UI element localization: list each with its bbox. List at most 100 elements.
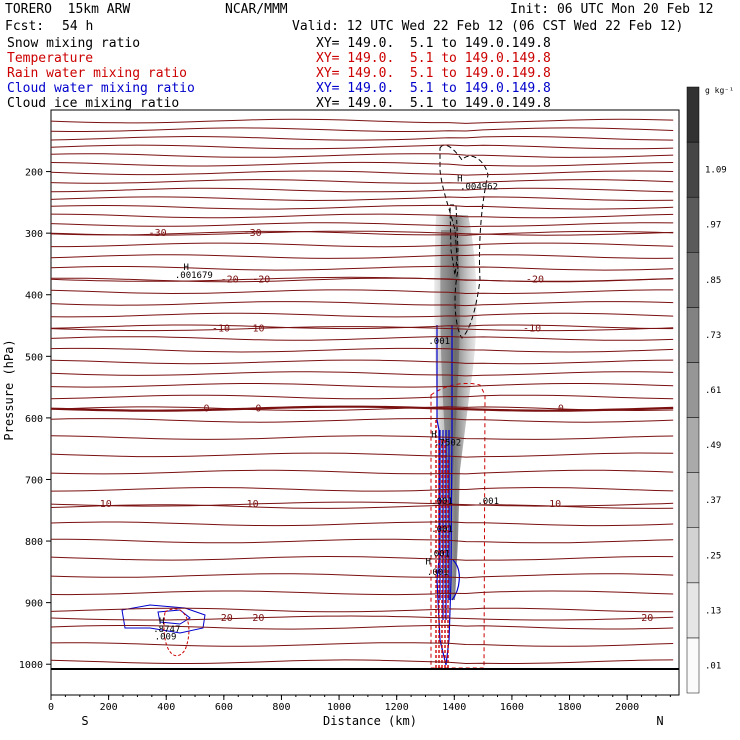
temperature-label: 10 (100, 499, 112, 510)
colorbar-swatch (686, 307, 700, 363)
colorbar-unit: g kg⁻¹ (705, 86, 734, 95)
temperature-contours: -30 -30 -20 -20 -20 -10 -10 -10 0 0 0 10 10 10 20 20 20 (50, 118, 674, 665)
y-tick-label: 500 (25, 352, 43, 363)
x-tick-label: 1200 (385, 702, 409, 713)
annotations: H.001679H.004962.001H.7502.001.001.001.0… (153, 174, 499, 642)
axes: 0 200 400 600 800 1000 1200 1400 1600 1800 2000200… (19, 168, 671, 713)
isotherm-line (50, 312, 674, 318)
isotherm-line (50, 607, 674, 613)
colorbar-swatch (686, 196, 700, 253)
temperature-label: 0 (255, 404, 261, 415)
contour-annotation: .001 (428, 337, 450, 347)
colorbar-swatch (686, 582, 700, 639)
legend-cloud-water-xy: XY= 149.0. 5.1 to 149.0.149.8 (316, 81, 551, 96)
colorbar-label: .13 (705, 606, 721, 616)
isotherm-line (50, 161, 674, 167)
legend-snow: Snow mixing ratio (7, 36, 141, 51)
x-tick-label: 1600 (500, 702, 524, 713)
isotherm-line (50, 301, 674, 307)
x-tick-label: 600 (215, 702, 233, 713)
temperature-label: -20 (252, 274, 270, 285)
isotherm-line (50, 153, 674, 158)
isotherm-line (50, 170, 674, 176)
colorbar-swatch (686, 252, 700, 308)
contour-annotation: H (159, 617, 164, 627)
colorbar-swatch (686, 362, 700, 418)
contour-annotation: H (457, 174, 462, 184)
colorbar-label: .73 (705, 331, 721, 341)
south-label: S (81, 714, 88, 728)
isotherm-line (50, 435, 674, 440)
legend-temperature-xy: XY= 149.0. 5.1 to 149.0.149.8 (316, 51, 551, 66)
colorbar-label: .97 (705, 221, 721, 231)
isotherm-line (50, 573, 674, 579)
x-tick-label: 800 (272, 702, 290, 713)
valid-time: Valid: 12 UTC Wed 22 Feb 12 (06 CST Wed … (292, 19, 684, 34)
isotherm-line (50, 335, 674, 341)
contour-annotation: .8747 (153, 625, 180, 635)
cloud-water-column (436, 325, 460, 666)
contour-annotation: .001 (431, 525, 453, 535)
isotherm-line (50, 359, 674, 365)
temperature-label: 20 (641, 613, 653, 624)
colorbar-label: .49 (705, 441, 721, 451)
colorbar-label: .61 (705, 386, 721, 396)
y-tick-label: 900 (25, 599, 43, 610)
isotherm-line (50, 324, 674, 330)
isotherm-line (50, 187, 674, 193)
init-time: Init: 06 UTC Mon 20 Feb 12 (510, 2, 714, 17)
contour-annotation: H (431, 431, 436, 441)
colorbar-swatch (686, 86, 700, 143)
temperature-contour (50, 405, 674, 412)
temperature-label: -10 (523, 324, 541, 335)
colorbar-swatch (686, 637, 700, 694)
y-tick-label: 400 (25, 291, 43, 302)
temperature-label: 10 (247, 499, 259, 510)
forecast-hours: 54 h (62, 19, 94, 34)
legend-snow-xy: XY= 149.0. 5.1 to 149.0.149.8 (316, 36, 551, 51)
contour-annotation: .001 (428, 549, 450, 559)
isotherm-line (50, 222, 674, 228)
isotherm-line (50, 289, 674, 295)
model-title: TORERO 15km ARW (5, 2, 131, 17)
isotherm-line (50, 265, 674, 271)
temperature-label: -10 (247, 324, 265, 335)
temperature-contour (50, 276, 674, 282)
temperature-label: -30 (244, 228, 262, 239)
contour-annotation: H (425, 557, 430, 567)
contour-annotation: .7502 (434, 439, 461, 449)
isotherm-line (50, 118, 674, 124)
isotherm-line (50, 135, 674, 141)
temperature-label: 0 (558, 404, 564, 415)
isotherm-line (50, 144, 674, 150)
x-tick-label: 400 (157, 702, 175, 713)
isotherm-line (50, 659, 674, 665)
plot-frame (50, 109, 680, 696)
x-axis-title: Distance (km) (323, 714, 417, 728)
x-tick-label: 1800 (557, 702, 581, 713)
colorbar-label: .85 (705, 276, 721, 286)
isotherm-line (50, 406, 674, 412)
legend-temperature: Temperature (7, 51, 94, 66)
temperature-label: 0 (204, 404, 210, 415)
temperature-contour (50, 230, 674, 236)
legend-cloud-water: Cloud water mixing ratio (7, 81, 195, 96)
cloud-ice-contour-inner (449, 204, 459, 276)
temperature-contour (50, 326, 674, 332)
x-tick-label: 200 (100, 702, 118, 713)
isotherm-line (50, 590, 674, 596)
cloud-blob-left (121, 604, 206, 634)
isotherm-line (50, 469, 674, 475)
org-label: NCAR/MMM (225, 2, 288, 17)
legend-cloud-ice-xy: XY= 149.0. 5.1 to 149.0.149.8 (316, 96, 551, 111)
contour-annotation: .004962 (460, 182, 498, 192)
forecast-label: Fcst: (5, 19, 45, 34)
x-tick-label: 1400 (442, 702, 466, 713)
colorbar-label: 1.09 (705, 166, 727, 176)
temperature-label: -30 (149, 228, 167, 239)
isotherm-line (51, 538, 674, 544)
contour-annotation: .001 (431, 497, 453, 507)
isotherm-line (50, 179, 674, 184)
isotherm-line (50, 504, 674, 509)
